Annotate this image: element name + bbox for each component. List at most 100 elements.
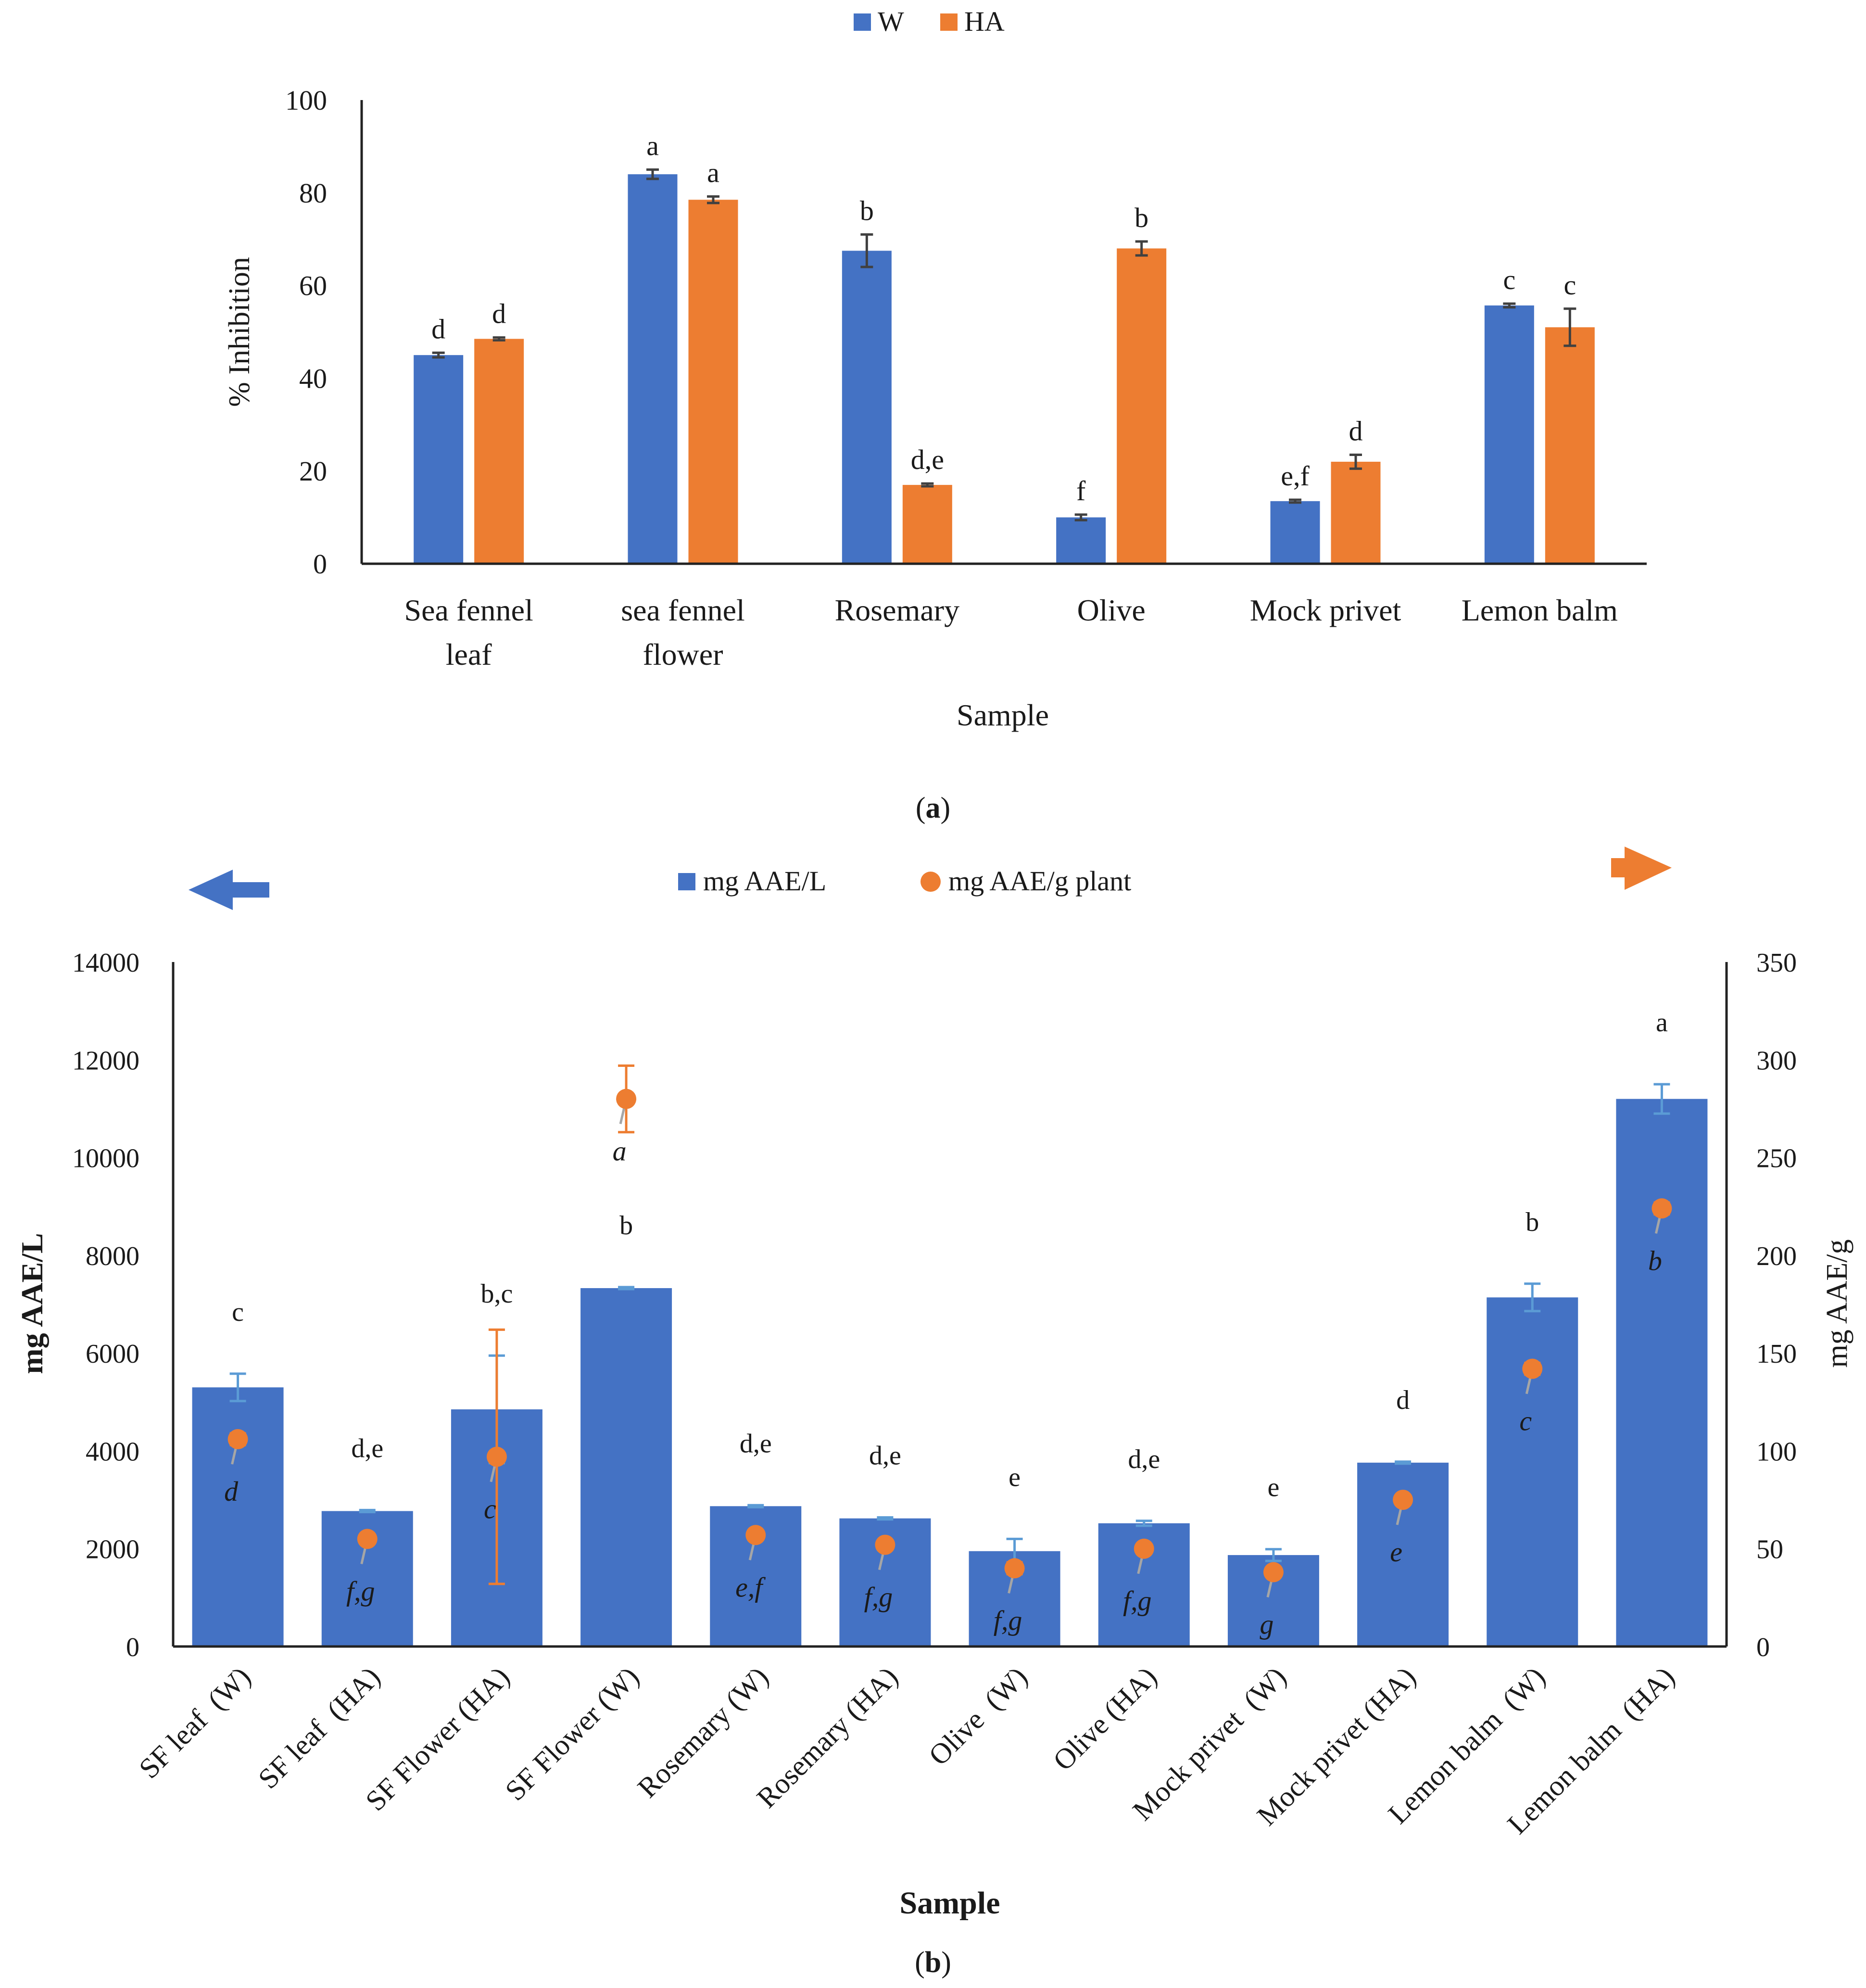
panel-label-b-letter: b	[925, 1946, 941, 1979]
legend-label-mg-aae-l: mg AAE/L	[703, 865, 826, 897]
bar-a-ha	[688, 200, 738, 564]
x-axis-title-b: Sample	[899, 1886, 1000, 1921]
x-tick-label-b: Olive (HA)	[1047, 1661, 1163, 1777]
point-b	[1134, 1538, 1154, 1559]
panel-label-b-open: (	[915, 1946, 925, 1979]
significance-letter-b-bar: d,e	[740, 1429, 772, 1458]
bar-a-ha	[474, 339, 524, 564]
significance-letter-a: d	[431, 313, 445, 344]
y-axis-title-b: mg AAE/L	[15, 1233, 49, 1374]
legend-a: W HA	[854, 6, 1005, 37]
x-tick-label-a: leaf	[446, 637, 492, 671]
y-tick-label-b-right: 100	[1756, 1437, 1797, 1467]
panel-label-a-close: )	[941, 792, 951, 824]
x-tick-labels-b: SF leaf (W)SF leaf (HA)SF Flower (HA)SF …	[133, 1661, 1680, 1840]
x-tick-label-a: Lemon balm	[1462, 593, 1618, 627]
legend-label-w: W	[878, 6, 904, 37]
bar-a-w	[1484, 305, 1534, 564]
bar-a-ha	[1117, 248, 1167, 564]
y-tick-label-b-left: 6000	[86, 1339, 139, 1369]
x-tick-label-a: sea fennel	[621, 593, 745, 627]
significance-letter-a: c	[1563, 269, 1576, 301]
significance-letter-b-point: g	[1260, 1609, 1273, 1640]
x-tick-label-b: SF leaf (HA)	[252, 1661, 386, 1795]
legend-marker-mg-aae-g-plant	[920, 872, 941, 892]
point-b	[616, 1089, 637, 1109]
bar-a-w	[1056, 517, 1106, 564]
x-tick-label-a: Olive	[1077, 593, 1146, 627]
panel-label-a-letter: a	[926, 792, 941, 824]
y-tick-label-a: 0	[313, 548, 327, 580]
panel-label-b: (b)	[915, 1946, 951, 1979]
significance-letter-b-point: e	[1390, 1536, 1402, 1568]
significance-letter-b-point: f,g	[864, 1582, 893, 1613]
y-ticks-a: 0 20 40 60 80 100	[285, 85, 327, 580]
bars-b: c d d,e f,g b,c c b a d,e e,f d,e f,g e f,g d,e f,g e g d e…	[192, 1008, 1708, 1646]
significance-letter-b-bar: a	[1656, 1008, 1668, 1038]
x-axis-title-a: Sample	[957, 698, 1049, 732]
bar-a-w	[1270, 501, 1320, 564]
legend-label-mg-aae-g-plant: mg AAE/g plant	[948, 865, 1131, 897]
significance-letter-b-point: c	[484, 1494, 496, 1525]
significance-letter-b-bar: b	[619, 1211, 633, 1241]
significance-letter-b-point: a	[613, 1136, 627, 1167]
bars-a: d d a a b d,e f b e,f d c c	[414, 130, 1595, 564]
y-tick-label-a: 100	[285, 85, 327, 116]
significance-letter-a: a	[646, 130, 659, 162]
bar-b	[192, 1387, 284, 1646]
y-tick-label-b-right: 150	[1756, 1339, 1797, 1369]
point-b	[1522, 1358, 1543, 1379]
y-tick-label-b-right: 0	[1756, 1633, 1770, 1662]
significance-letter-b-point: f,g	[346, 1575, 375, 1607]
bar-a-w	[414, 355, 464, 564]
bar-a-w	[842, 251, 892, 564]
legend-swatch-w	[854, 13, 871, 31]
significance-letter-b-bar: e	[1267, 1473, 1279, 1503]
significance-letter-a: d	[1349, 415, 1363, 446]
bar-b	[580, 1288, 672, 1646]
y-tick-label-b-left: 4000	[86, 1437, 139, 1467]
panel-label-a: (a)	[916, 792, 950, 824]
panel-b: mg AAE/L mg AAE/g plant 0 2000 4000 6000 800…	[15, 847, 1853, 1979]
significance-letter-b-point: f,g	[994, 1605, 1022, 1636]
significance-letter-a: f	[1076, 475, 1086, 506]
point-b	[1393, 1490, 1413, 1510]
right-arrow-icon	[1611, 847, 1672, 890]
panel-label-b-close: )	[941, 1946, 951, 1979]
legend-label-ha: HA	[964, 6, 1005, 37]
y-ticks-b: 0 2000 4000 6000 8000 10000 12000 14000 0 50 100 15…	[72, 948, 1797, 1662]
x-tick-label-b: Rosemary (W)	[631, 1661, 775, 1804]
legend-swatch-mg-aae-l	[678, 873, 695, 890]
x-tick-label-b: Olive (W)	[922, 1661, 1033, 1772]
x-tick-label-a: flower	[643, 637, 723, 671]
y-tick-label-a: 80	[299, 177, 327, 209]
significance-letter-a: d	[492, 298, 506, 329]
significance-letter-b-bar: d,e	[351, 1433, 383, 1463]
bar-b	[1616, 1099, 1708, 1646]
bar-a-ha	[1331, 461, 1381, 564]
significance-letter-a: c	[1503, 264, 1515, 295]
bar-a-ha	[902, 485, 952, 564]
significance-letter-b-bar: d,e	[869, 1441, 901, 1471]
left-arrow-icon	[189, 870, 269, 910]
significance-letter-b-bar: d,e	[1128, 1444, 1160, 1474]
significance-letter-b-bar: c	[232, 1297, 244, 1327]
panel-label-a-open: (	[916, 792, 926, 824]
bar-a-ha	[1545, 327, 1595, 564]
point-b	[227, 1429, 248, 1450]
y-tick-label-b-left: 2000	[86, 1535, 139, 1565]
y-tick-label-b-left: 14000	[72, 948, 139, 978]
x-tick-label-a: Sea fennel	[404, 593, 533, 627]
y-tick-label-b-right: 350	[1756, 948, 1797, 978]
panel-a: W HA 0 20 40 60 80 100 d d a a b d,e f b e,f d c c Sea f…	[223, 6, 1647, 824]
y-tick-label-a: 20	[299, 456, 327, 487]
point-b	[1263, 1562, 1284, 1583]
y-tick-label-b-right: 250	[1756, 1144, 1797, 1174]
significance-letter-a: e,f	[1281, 460, 1310, 492]
y-tick-label-b-left: 8000	[86, 1241, 139, 1271]
y-tick-label-a: 40	[299, 363, 327, 394]
point-b	[486, 1446, 507, 1467]
bar-a-w	[628, 174, 678, 564]
significance-letter-b-point: d	[224, 1476, 239, 1507]
y-tick-label-b-left: 0	[126, 1633, 139, 1662]
